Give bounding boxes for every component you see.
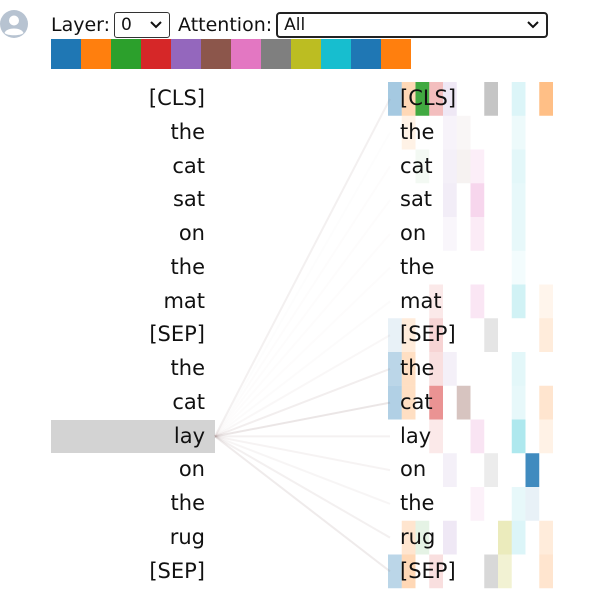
right-token[interactable]: [SEP]: [400, 322, 456, 347]
layer-select[interactable]: 0: [114, 12, 171, 38]
left-token[interactable]: [SEP]: [149, 322, 205, 347]
right-token[interactable]: on: [400, 457, 427, 482]
layer-label: Layer:: [51, 14, 111, 36]
right-token[interactable]: cat: [400, 389, 433, 414]
left-token[interactable]: the: [170, 491, 205, 515]
left-token[interactable]: rug: [169, 524, 205, 549]
left-token[interactable]: [CLS]: [148, 86, 205, 110]
attention-label: Attention:: [178, 14, 273, 36]
attention-line: [215, 200, 390, 436]
right-token[interactable]: cat: [400, 153, 433, 178]
left-token[interactable]: [SEP]: [149, 558, 205, 583]
left-token[interactable]: the: [170, 356, 205, 380]
left-token[interactable]: lay: [51, 419, 215, 454]
left-token[interactable]: cat: [172, 389, 205, 414]
head-swatch-3[interactable]: [141, 39, 171, 69]
head-swatch-2[interactable]: [111, 39, 141, 69]
right-token[interactable]: the: [400, 356, 435, 380]
right-token[interactable]: [SEP]: [400, 558, 456, 583]
head-swatch-6[interactable]: [231, 39, 261, 69]
layer-select-value: 0: [121, 15, 132, 35]
right-token[interactable]: lay: [400, 423, 432, 448]
user-avatar-icon: [0, 10, 28, 38]
right-token[interactable]: sat: [400, 187, 433, 212]
attention-select-value: All: [284, 15, 306, 35]
left-token-column: [CLS] the cat sat on the mat [SEP] the cat lay on th…: [51, 82, 215, 588]
chevron-down-icon: [527, 21, 539, 29]
right-token[interactable]: the: [400, 119, 435, 144]
left-token[interactable]: on: [178, 457, 205, 482]
right-token[interactable]: rug: [400, 524, 436, 549]
attention-line: [214, 435, 391, 539]
left-token[interactable]: the: [170, 119, 205, 144]
attention-line: [215, 234, 390, 437]
left-token[interactable]: mat: [163, 288, 205, 313]
right-token[interactable]: the: [400, 491, 435, 515]
attention-line: [214, 98, 391, 437]
head-swatch-5[interactable]: [201, 39, 231, 69]
controls-bar: Layer: 0 Attention: All: [51, 11, 549, 39]
left-token[interactable]: the: [170, 254, 205, 279]
right-token[interactable]: mat: [400, 288, 442, 313]
attention-line: [214, 435, 391, 573]
attention-line: [215, 166, 390, 436]
left-token[interactable]: cat: [172, 153, 205, 178]
head-swatch-8[interactable]: [291, 39, 321, 69]
head-swatch-10[interactable]: [351, 39, 381, 69]
attention-line: [214, 401, 391, 438]
head-swatch-11[interactable]: [381, 39, 411, 69]
right-token[interactable]: on: [400, 221, 427, 245]
head-swatch-7[interactable]: [261, 39, 291, 69]
attention-select[interactable]: All: [276, 12, 549, 38]
attention-line: [215, 301, 390, 436]
head-swatch-4[interactable]: [171, 39, 201, 69]
chevron-down-icon: [150, 21, 162, 29]
head-swatch-9[interactable]: [321, 39, 351, 69]
head-swatch-0[interactable]: [51, 39, 81, 69]
left-token[interactable]: sat: [172, 187, 205, 212]
head-color-swatches: [51, 39, 411, 69]
attention-line: [214, 435, 391, 505]
attention-line: [215, 268, 390, 437]
head-swatch-1[interactable]: [81, 39, 111, 69]
left-token[interactable]: on: [178, 221, 205, 245]
attention-line: [215, 133, 390, 437]
right-token[interactable]: the: [400, 254, 435, 279]
attention-line: [214, 334, 391, 438]
right-token-column: [CLS] the cat sat on the mat [SEP] the cat lay on th…: [388, 82, 553, 588]
attention-line: [214, 435, 391, 472]
right-token[interactable]: [CLS]: [400, 86, 457, 110]
attention-line: [214, 367, 391, 438]
